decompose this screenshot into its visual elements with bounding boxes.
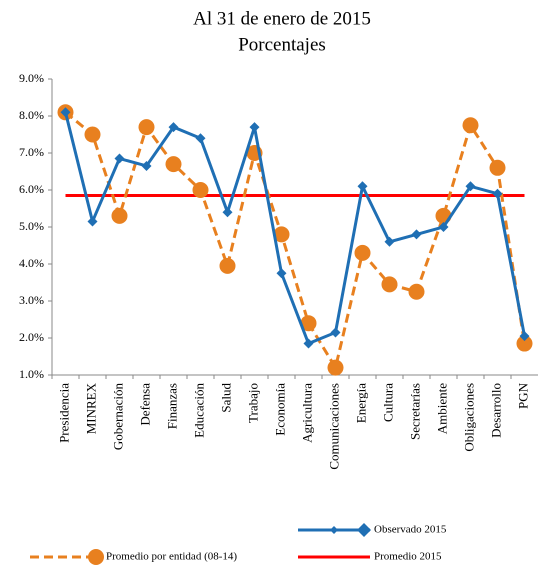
- x-tick-label: Salud: [218, 383, 233, 413]
- point: [192, 182, 209, 198]
- point: [60, 107, 71, 118]
- point: [84, 126, 101, 143]
- point: [219, 257, 236, 274]
- point: [114, 153, 125, 164]
- point: [330, 327, 341, 338]
- point: [165, 156, 182, 173]
- point: [87, 216, 98, 227]
- point: [384, 236, 395, 247]
- x-tick-label: Comunicaciones: [326, 383, 341, 470]
- chart-subtitle: Al 31 de enero de 2015: [193, 8, 371, 29]
- point: [195, 133, 206, 144]
- series-line: [64, 111, 526, 346]
- chart-units: Porcentajes: [238, 34, 326, 55]
- point: [327, 359, 344, 376]
- point: [462, 117, 479, 134]
- x-tick-label: PGN: [515, 382, 530, 409]
- point: [276, 268, 287, 279]
- y-tick-label: 6.0%: [19, 182, 44, 196]
- legend-marker: [88, 549, 104, 565]
- x-tick-label: Defensa: [137, 383, 152, 426]
- y-tick-label: 1.0%: [19, 367, 44, 381]
- point: [492, 188, 503, 199]
- series-line: [64, 111, 526, 372]
- point: [300, 315, 317, 332]
- point: [516, 335, 533, 352]
- point: [489, 159, 506, 176]
- point: [411, 229, 422, 240]
- point: [357, 181, 368, 192]
- x-tick-label: Secretarías: [407, 383, 422, 440]
- point: [168, 122, 179, 133]
- y-tick-label: 3.0%: [19, 293, 44, 307]
- legend-label: Promedio 2015: [374, 551, 442, 563]
- x-tick-label: Cultura: [380, 383, 395, 422]
- legend-label: Observado 2015: [374, 524, 447, 536]
- point: [249, 122, 260, 133]
- point: [465, 181, 476, 192]
- point: [141, 160, 152, 171]
- x-tick-label: MINREX: [83, 382, 98, 434]
- x-tick-label: Educación: [191, 383, 206, 438]
- y-tick-label: 8.0%: [19, 108, 44, 122]
- legend-marker: [330, 526, 338, 534]
- point: [381, 276, 398, 293]
- y-tick-label: 7.0%: [19, 145, 44, 159]
- point: [354, 244, 371, 261]
- point: [438, 222, 449, 232]
- legend-marker: [357, 523, 371, 537]
- x-tick-label: Energía: [353, 383, 368, 423]
- legend-label: Promedio por entidad (08-14): [106, 551, 237, 563]
- y-tick-label: 5.0%: [19, 219, 44, 233]
- x-tick-label: Economía: [272, 383, 287, 436]
- y-tick-label: 2.0%: [19, 330, 44, 344]
- y-tick-label: 4.0%: [19, 256, 44, 270]
- y-tick-label: 9.0%: [19, 71, 44, 85]
- x-tick-label: Obligaciones: [461, 383, 476, 452]
- point: [303, 338, 314, 349]
- point: [408, 283, 425, 300]
- x-tick-label: Gobernación: [110, 383, 125, 451]
- x-tick-label: Trabajo: [245, 383, 260, 423]
- point: [111, 207, 128, 224]
- x-tick-label: Agricultura: [299, 383, 314, 443]
- point: [273, 226, 290, 243]
- point: [138, 119, 155, 136]
- point: [519, 331, 530, 342]
- x-tick-label: Ambiente: [434, 383, 449, 434]
- x-tick-label: Presidencia: [56, 383, 71, 443]
- x-tick-label: Finanzas: [164, 383, 179, 429]
- x-tick-label: Desarrollo: [488, 383, 503, 438]
- point: [222, 207, 233, 218]
